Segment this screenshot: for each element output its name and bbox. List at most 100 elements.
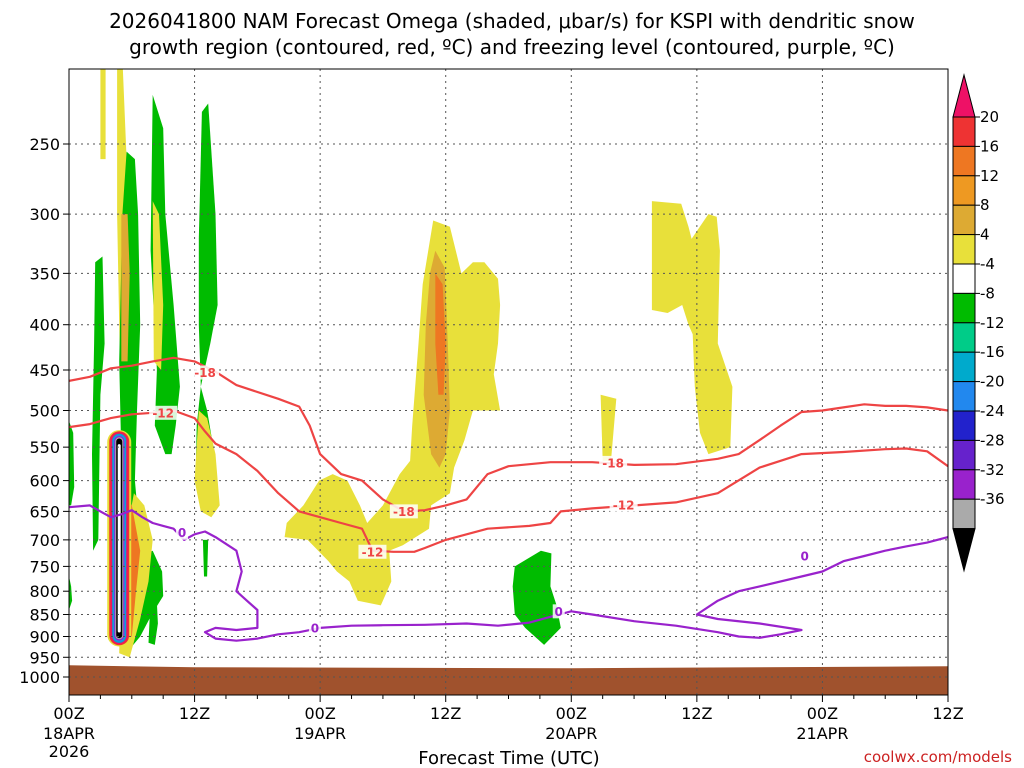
- y-tick-label: 400: [29, 316, 60, 335]
- contour-label-bg: [358, 544, 387, 559]
- x-tick-date: 21APR: [796, 724, 848, 743]
- y-tick-label: 900: [29, 627, 60, 646]
- x-tick-date: 19APR: [294, 724, 346, 743]
- omega-region: [152, 201, 164, 370]
- x-tick-date: 20APR: [545, 724, 597, 743]
- contour-label-bg: [599, 455, 628, 470]
- title-line-2: growth region (contoured, red, ºC) and f…: [129, 35, 895, 59]
- x-tick-label: 12Z: [179, 704, 210, 723]
- contour-label: -18: [393, 505, 415, 519]
- contour-label-bg: [308, 620, 321, 635]
- colorbar-swatch: [952, 292, 976, 324]
- terrain: [69, 665, 948, 695]
- contour-label: 0: [311, 621, 319, 635]
- colorbar: 20 16 12 8 4 -4 -8 -12 -16 -20 -24 -28 -32 -36: [952, 73, 1005, 573]
- colorbar-swatch: [952, 381, 976, 412]
- y-tick-label: 800: [29, 582, 60, 601]
- x-axis-label: Forecast Time (UTC): [418, 748, 599, 768]
- colorbar-label: 16: [980, 137, 999, 155]
- colorbar-label: 20: [980, 108, 999, 126]
- contour-label-bg: [798, 549, 811, 564]
- y-tick-label: 1000: [19, 668, 60, 687]
- colorbar-swatch: [952, 322, 976, 353]
- plot-background: [69, 69, 948, 695]
- colorbar-swatch: [952, 175, 976, 206]
- contour-label: -12: [613, 498, 635, 512]
- colorbar-bottom-arrow: [952, 528, 976, 573]
- colorbar-label: 12: [980, 167, 999, 185]
- omega-region: [69, 420, 75, 506]
- x-tick-label: 12Z: [681, 704, 712, 723]
- omega-shading: [69, 69, 733, 658]
- x-tick-label: 12Z: [932, 704, 963, 723]
- colorbar-label: 8: [980, 196, 990, 214]
- omega-region: [100, 69, 106, 160]
- y-tick-label: 600: [29, 472, 60, 491]
- y-tick-label: 300: [29, 205, 60, 224]
- contour-label: 0: [178, 526, 186, 540]
- colorbar-label: -16: [980, 343, 1005, 361]
- x-tick-label: 00Z: [556, 704, 587, 723]
- colorbar-label: -4: [980, 255, 995, 273]
- colorbar-label: -36: [980, 490, 1005, 508]
- contour-label-bg: [191, 365, 220, 380]
- colorbar-label: -24: [980, 402, 1005, 420]
- contour-label-bg: [552, 604, 565, 619]
- plot-area: -18 -18 -18 -12 -12 -12 0 0 0 0 250 300 350 400 450 50…: [19, 68, 964, 761]
- omega-region: [435, 273, 446, 395]
- colorbar-swatch: [952, 469, 976, 500]
- omega-region: [600, 394, 617, 461]
- y-tick-label: 850: [29, 606, 60, 625]
- omega-region: [651, 201, 733, 455]
- x-tick-label: 00Z: [304, 704, 335, 723]
- contour-label: -12: [362, 545, 384, 559]
- contour-label-bg: [389, 504, 418, 519]
- colorbar-label: -12: [980, 314, 1005, 332]
- y-tick-label: 450: [29, 361, 60, 380]
- colorbar-swatch: [952, 204, 976, 236]
- x-tick-year: 2026: [49, 742, 90, 761]
- colorbar-label: -20: [980, 373, 1005, 391]
- terrain-fill: [69, 665, 948, 695]
- omega-region: [512, 550, 561, 645]
- y-axis: 250 300 350 400 450 500 550 600 650 700 750 800 850 9…: [19, 135, 69, 687]
- isotherm-contours: -18 -18 -18 -12 -12 -12 0 0 0 0: [69, 356, 948, 642]
- colorbar-label: -28: [980, 431, 1005, 449]
- y-tick-label: 550: [29, 438, 60, 457]
- omega-intense-core: [107, 430, 132, 647]
- colorbar-label: -8: [980, 284, 995, 302]
- y-tick-label: 500: [29, 402, 60, 421]
- contour-label: -18: [194, 366, 216, 380]
- contour-label: 0: [555, 605, 563, 619]
- colorbar-label: 4: [980, 226, 990, 244]
- credit-link[interactable]: coolwx.com/models: [864, 748, 1012, 766]
- x-tick-label: 00Z: [53, 704, 84, 723]
- y-tick-label: 950: [29, 648, 60, 667]
- omega-region: [202, 539, 209, 577]
- omega-region: [69, 576, 73, 610]
- y-tick-label: 250: [29, 135, 60, 154]
- colorbar-label: -32: [980, 461, 1005, 479]
- colorbar-swatch: [952, 410, 976, 441]
- contour-line: [69, 356, 948, 513]
- colorbar-swatch: [952, 234, 976, 265]
- x-tick-label: 00Z: [807, 704, 838, 723]
- omega-core-center: [117, 444, 121, 633]
- y-tick-label: 350: [29, 264, 60, 283]
- colorbar-swatch: [952, 351, 976, 383]
- contour-label-bg: [176, 525, 189, 540]
- omega-region: [194, 410, 220, 518]
- x-tick-label: 12Z: [430, 704, 461, 723]
- y-tick-label: 650: [29, 502, 60, 521]
- colorbar-swatch: [952, 498, 976, 530]
- contour-label: 0: [800, 550, 808, 564]
- title-line-1: 2026041800 NAM Forecast Omega (shaded, μ…: [109, 9, 915, 33]
- contour-label-bg: [149, 405, 178, 420]
- omega-region: [92, 256, 105, 551]
- colorbar-swatch: [952, 439, 976, 471]
- contour-label-bg: [609, 497, 638, 512]
- x-tick-date: 18APR: [43, 724, 95, 743]
- y-tick-label: 700: [29, 531, 60, 550]
